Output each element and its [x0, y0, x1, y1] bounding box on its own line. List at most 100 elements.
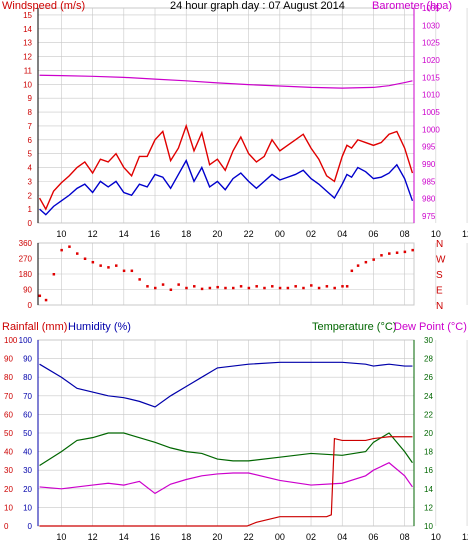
direction-tick-labels: 0 90 180 270 360: [19, 239, 33, 310]
humidity-tick-label: 70: [23, 392, 32, 401]
wind-direction-point: [130, 269, 134, 273]
climate-x-tick-label: 02: [306, 532, 316, 542]
wind-x-tick-labels: 1012141618202200020406081012141618202200: [56, 229, 468, 239]
direction-tick-label: 0: [28, 301, 33, 310]
wind-direction-point: [115, 264, 118, 267]
wind-x-tick-label: 12: [88, 229, 98, 239]
wind-direction-point: [310, 284, 313, 287]
wind-direction-point: [403, 250, 407, 254]
humidity-tick-label: 0: [28, 522, 33, 531]
wind-direction-point: [356, 264, 360, 267]
barometer-tick-label: 985: [422, 177, 436, 186]
climate-x-tick-label: 22: [244, 532, 254, 542]
wind-direction-point: [388, 252, 391, 255]
chart-title: 24 hour graph day : 07 August 2014: [170, 0, 345, 12]
direction-tick-label: 90: [23, 286, 32, 295]
wind-direction-point: [411, 248, 414, 252]
humidity-tick-label: 20: [23, 485, 32, 494]
wind-gust-series: [38, 123, 414, 211]
temperature-tick-label: 28: [424, 355, 433, 364]
barometer-tick-label: 1015: [422, 73, 440, 82]
wind-direction-point: [380, 254, 383, 257]
barometer-tick-label: 975: [422, 212, 436, 221]
wind-direction-point: [52, 273, 56, 276]
direction-tick-label: 180: [19, 270, 33, 279]
wind-direction-point: [38, 294, 42, 298]
windspeed-tick-label: 1: [28, 205, 33, 214]
wind-direction-point: [99, 264, 102, 267]
wind-direction-point: [91, 260, 95, 264]
humidity-tick-label: 10: [23, 503, 32, 512]
humidity-tick-label: 80: [23, 373, 32, 382]
rainfall-tick-label: 70: [4, 392, 13, 401]
humidity-tick-labels: 0 10 20 30 40 50 60 70 80 90 100: [19, 336, 33, 531]
wind-direction-point: [247, 286, 251, 290]
rainfall-tick-labels: 0 10 20 30 40 50 60 70 80 90 100: [4, 336, 18, 531]
direction-tick-label: 270: [19, 255, 33, 264]
climate-panel-grid: [38, 339, 468, 527]
wind-direction-point: [364, 260, 368, 264]
rainfall-axis-label: Rainfall (mm): [2, 321, 67, 333]
barometer-tick-label: 1005: [422, 108, 440, 117]
climate-x-tick-label: 04: [337, 532, 347, 542]
humidity-axis-label: Humidity (%): [68, 321, 131, 333]
windspeed-tick-label: 15: [23, 11, 32, 20]
barometer-tick-label: 1025: [422, 39, 440, 48]
wind-direction-point: [239, 285, 243, 288]
climate-x-tick-label: 18: [181, 532, 191, 542]
wind-direction-series: [38, 245, 414, 302]
climate-x-tick-labels: 1012141618202200020406081012141618202200: [56, 532, 468, 542]
temperature-tick-label: 20: [424, 429, 433, 438]
wind-x-tick-label: 04: [337, 229, 347, 239]
windspeed-tick-label: 6: [28, 136, 33, 145]
climate-x-tick-label: 10: [431, 532, 441, 542]
barometer-tick-labels: 975 980 985 990 995 1000 1005 1010 1015 1020 1025 1…: [422, 4, 440, 221]
barometer-tick-label: 980: [422, 195, 436, 204]
windspeed-axis-label: Windspeed (m/s): [2, 0, 85, 12]
wind-direction-point: [193, 285, 196, 288]
climate-x-tick-label: 20: [212, 532, 222, 542]
climate-series: [39, 361, 413, 527]
windspeed-tick-label: 2: [28, 191, 33, 200]
wind-direction-point: [169, 288, 173, 291]
compass-label: N: [436, 301, 443, 312]
wind-direction-point: [216, 285, 219, 289]
barometer-tick-label: 1000: [422, 125, 440, 134]
windspeed-tick-label: 13: [23, 39, 32, 48]
barometer-tick-label: 1020: [422, 56, 440, 65]
rain-humidity-temperature-panel: 0 10 20 30 40 50 60 70 80 90 100 0 10 20 30 40 50 60 70 80…: [2, 321, 468, 542]
windspeed-tick-label: 11: [24, 66, 33, 75]
wind-panel-grid: [38, 8, 468, 224]
compass-label: W: [436, 255, 446, 266]
rainfall-line: [39, 436, 413, 527]
temperature-tick-label: 22: [424, 410, 433, 419]
direction-panel-grid: [38, 242, 468, 306]
wind-direction-point: [177, 283, 180, 286]
windspeed-tick-label: 8: [28, 108, 33, 117]
barometer-axis-label: Barometer (hpa): [372, 0, 452, 12]
compass-label: S: [436, 270, 443, 281]
wind-direction-point: [224, 286, 227, 290]
compass-label: N: [436, 239, 443, 250]
barometer-tick-label: 995: [422, 143, 436, 152]
wind-direction-point: [286, 286, 290, 290]
climate-x-tick-label: 10: [56, 532, 66, 542]
wind-direction-point: [161, 283, 165, 286]
windspeed-tick-label: 12: [23, 53, 32, 62]
climate-x-tick-label: 00: [275, 532, 285, 542]
humidity-tick-label: 50: [23, 429, 32, 438]
wind-direction-point: [263, 286, 266, 290]
barometer-tick-label: 1035: [422, 4, 440, 13]
wind-direction-point: [68, 245, 71, 248]
humidity-tick-label: 60: [23, 410, 32, 419]
rainfall-tick-label: 20: [4, 485, 13, 494]
climate-x-tick-label: 12: [462, 532, 468, 542]
barometer-tick-label: 1010: [422, 91, 440, 100]
wind-x-tick-label: 08: [400, 229, 410, 239]
temperature-tick-label: 16: [424, 466, 433, 475]
windspeed-tick-label: 5: [28, 150, 33, 159]
rainfall-tick-label: 60: [4, 410, 13, 419]
wind-direction-point: [83, 257, 87, 260]
